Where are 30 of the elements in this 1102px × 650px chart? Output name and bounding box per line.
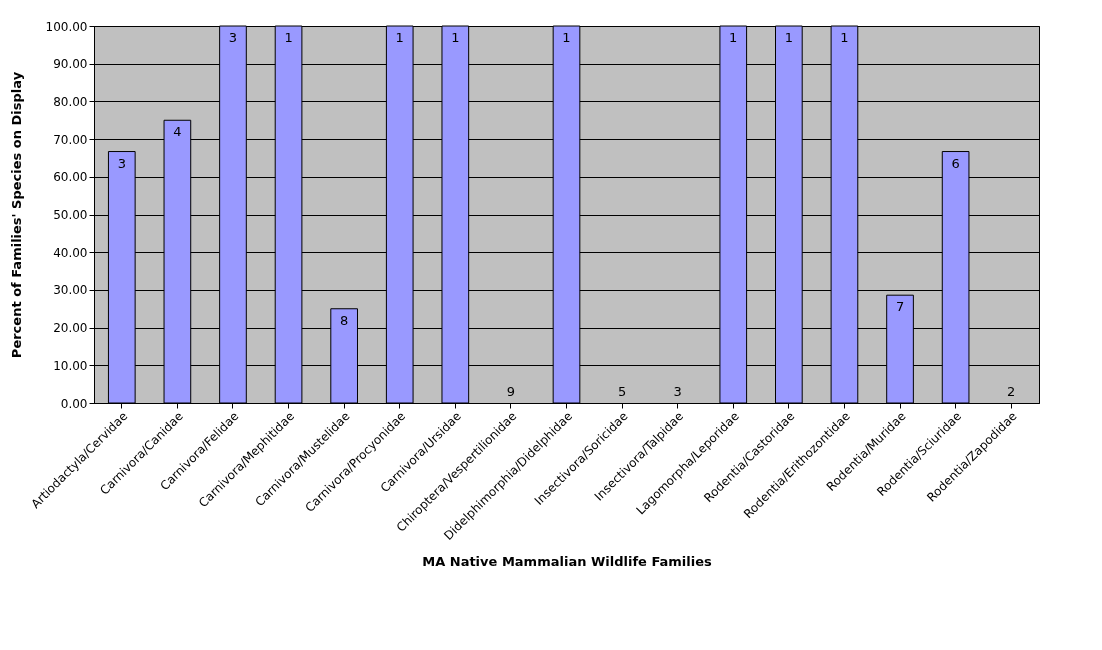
y-axis-title: Percent of Families' Species on Display: [8, 71, 24, 359]
y-tick-label: 10.00: [53, 358, 88, 373]
y-tick-label: 90.00: [53, 57, 88, 72]
annotation: 1: [729, 30, 738, 45]
annotation: 1: [451, 30, 460, 45]
annotation: 3: [228, 30, 238, 45]
annotation: 1: [562, 30, 571, 45]
y-tick-label: 50.00: [53, 208, 88, 222]
y-tick-label: 20.00: [53, 321, 88, 336]
y-tick-label: 40.00: [53, 245, 88, 260]
y-tick-label: 0.00: [60, 396, 88, 411]
annotation: 6: [951, 155, 960, 171]
y-tick-label: 30.00: [53, 283, 88, 298]
y-tick-label: 100.00: [45, 19, 88, 34]
x-axis-title: MA Native Mammalian Wildlife Families: [422, 554, 713, 570]
annotation: 1: [840, 30, 849, 45]
annotation: 3: [117, 155, 126, 171]
y-tick-label: 70.00: [53, 132, 88, 147]
y-tick-label: 60.00: [53, 170, 88, 185]
annotation: 1: [284, 30, 293, 45]
annotation: 2: [1007, 384, 1016, 399]
y-tick-label: 80.00: [53, 94, 88, 109]
annotation: 1: [784, 30, 793, 45]
annotation: 5: [617, 384, 627, 399]
annotation: 3: [673, 384, 682, 399]
annotation: 4: [173, 124, 182, 140]
annotation: 1: [395, 30, 404, 45]
annotation: 9: [506, 384, 516, 399]
annotation: 8: [340, 312, 349, 328]
annotation: 7: [895, 299, 905, 315]
